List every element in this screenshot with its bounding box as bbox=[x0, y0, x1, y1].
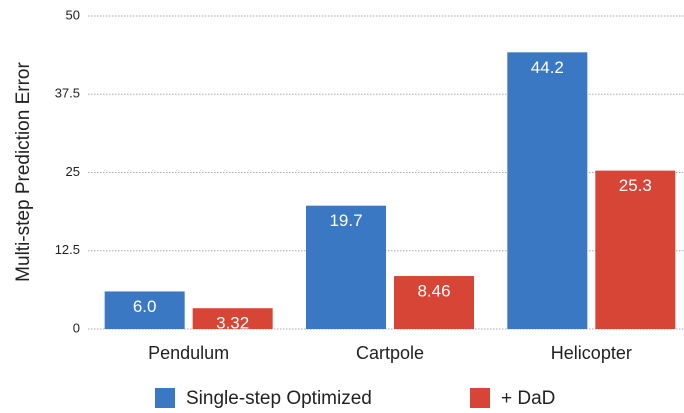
value-label: 8.46 bbox=[417, 282, 450, 301]
y-tick-label: 50 bbox=[66, 7, 80, 22]
x-tick-label: Cartpole bbox=[356, 343, 424, 363]
x-tick-label: Pendulum bbox=[148, 343, 229, 363]
value-label: 44.2 bbox=[531, 58, 564, 77]
y-axis-label: Multi-step Prediction Error bbox=[13, 62, 34, 282]
bar bbox=[104, 291, 185, 329]
y-tick-label: 0 bbox=[73, 320, 80, 335]
value-label: 25.3 bbox=[619, 176, 652, 195]
value-label: 6.0 bbox=[133, 297, 157, 316]
y-tick-label: 12.5 bbox=[55, 242, 80, 257]
y-tick-label: 37.5 bbox=[55, 86, 80, 101]
x-tick-label: Helicopter bbox=[551, 343, 632, 363]
bar bbox=[306, 205, 386, 329]
y-tick-label: 25 bbox=[66, 164, 80, 179]
bar bbox=[192, 308, 273, 329]
legend-swatch bbox=[470, 388, 490, 408]
legend-label: Single-step Optimized bbox=[186, 388, 372, 409]
legend-swatch bbox=[155, 388, 175, 408]
bar bbox=[394, 276, 474, 329]
bar bbox=[595, 170, 676, 329]
legend-label: + DaD bbox=[501, 388, 555, 409]
value-label: 19.7 bbox=[329, 211, 362, 230]
bar bbox=[507, 52, 588, 330]
value-label: 3.32 bbox=[216, 314, 249, 333]
